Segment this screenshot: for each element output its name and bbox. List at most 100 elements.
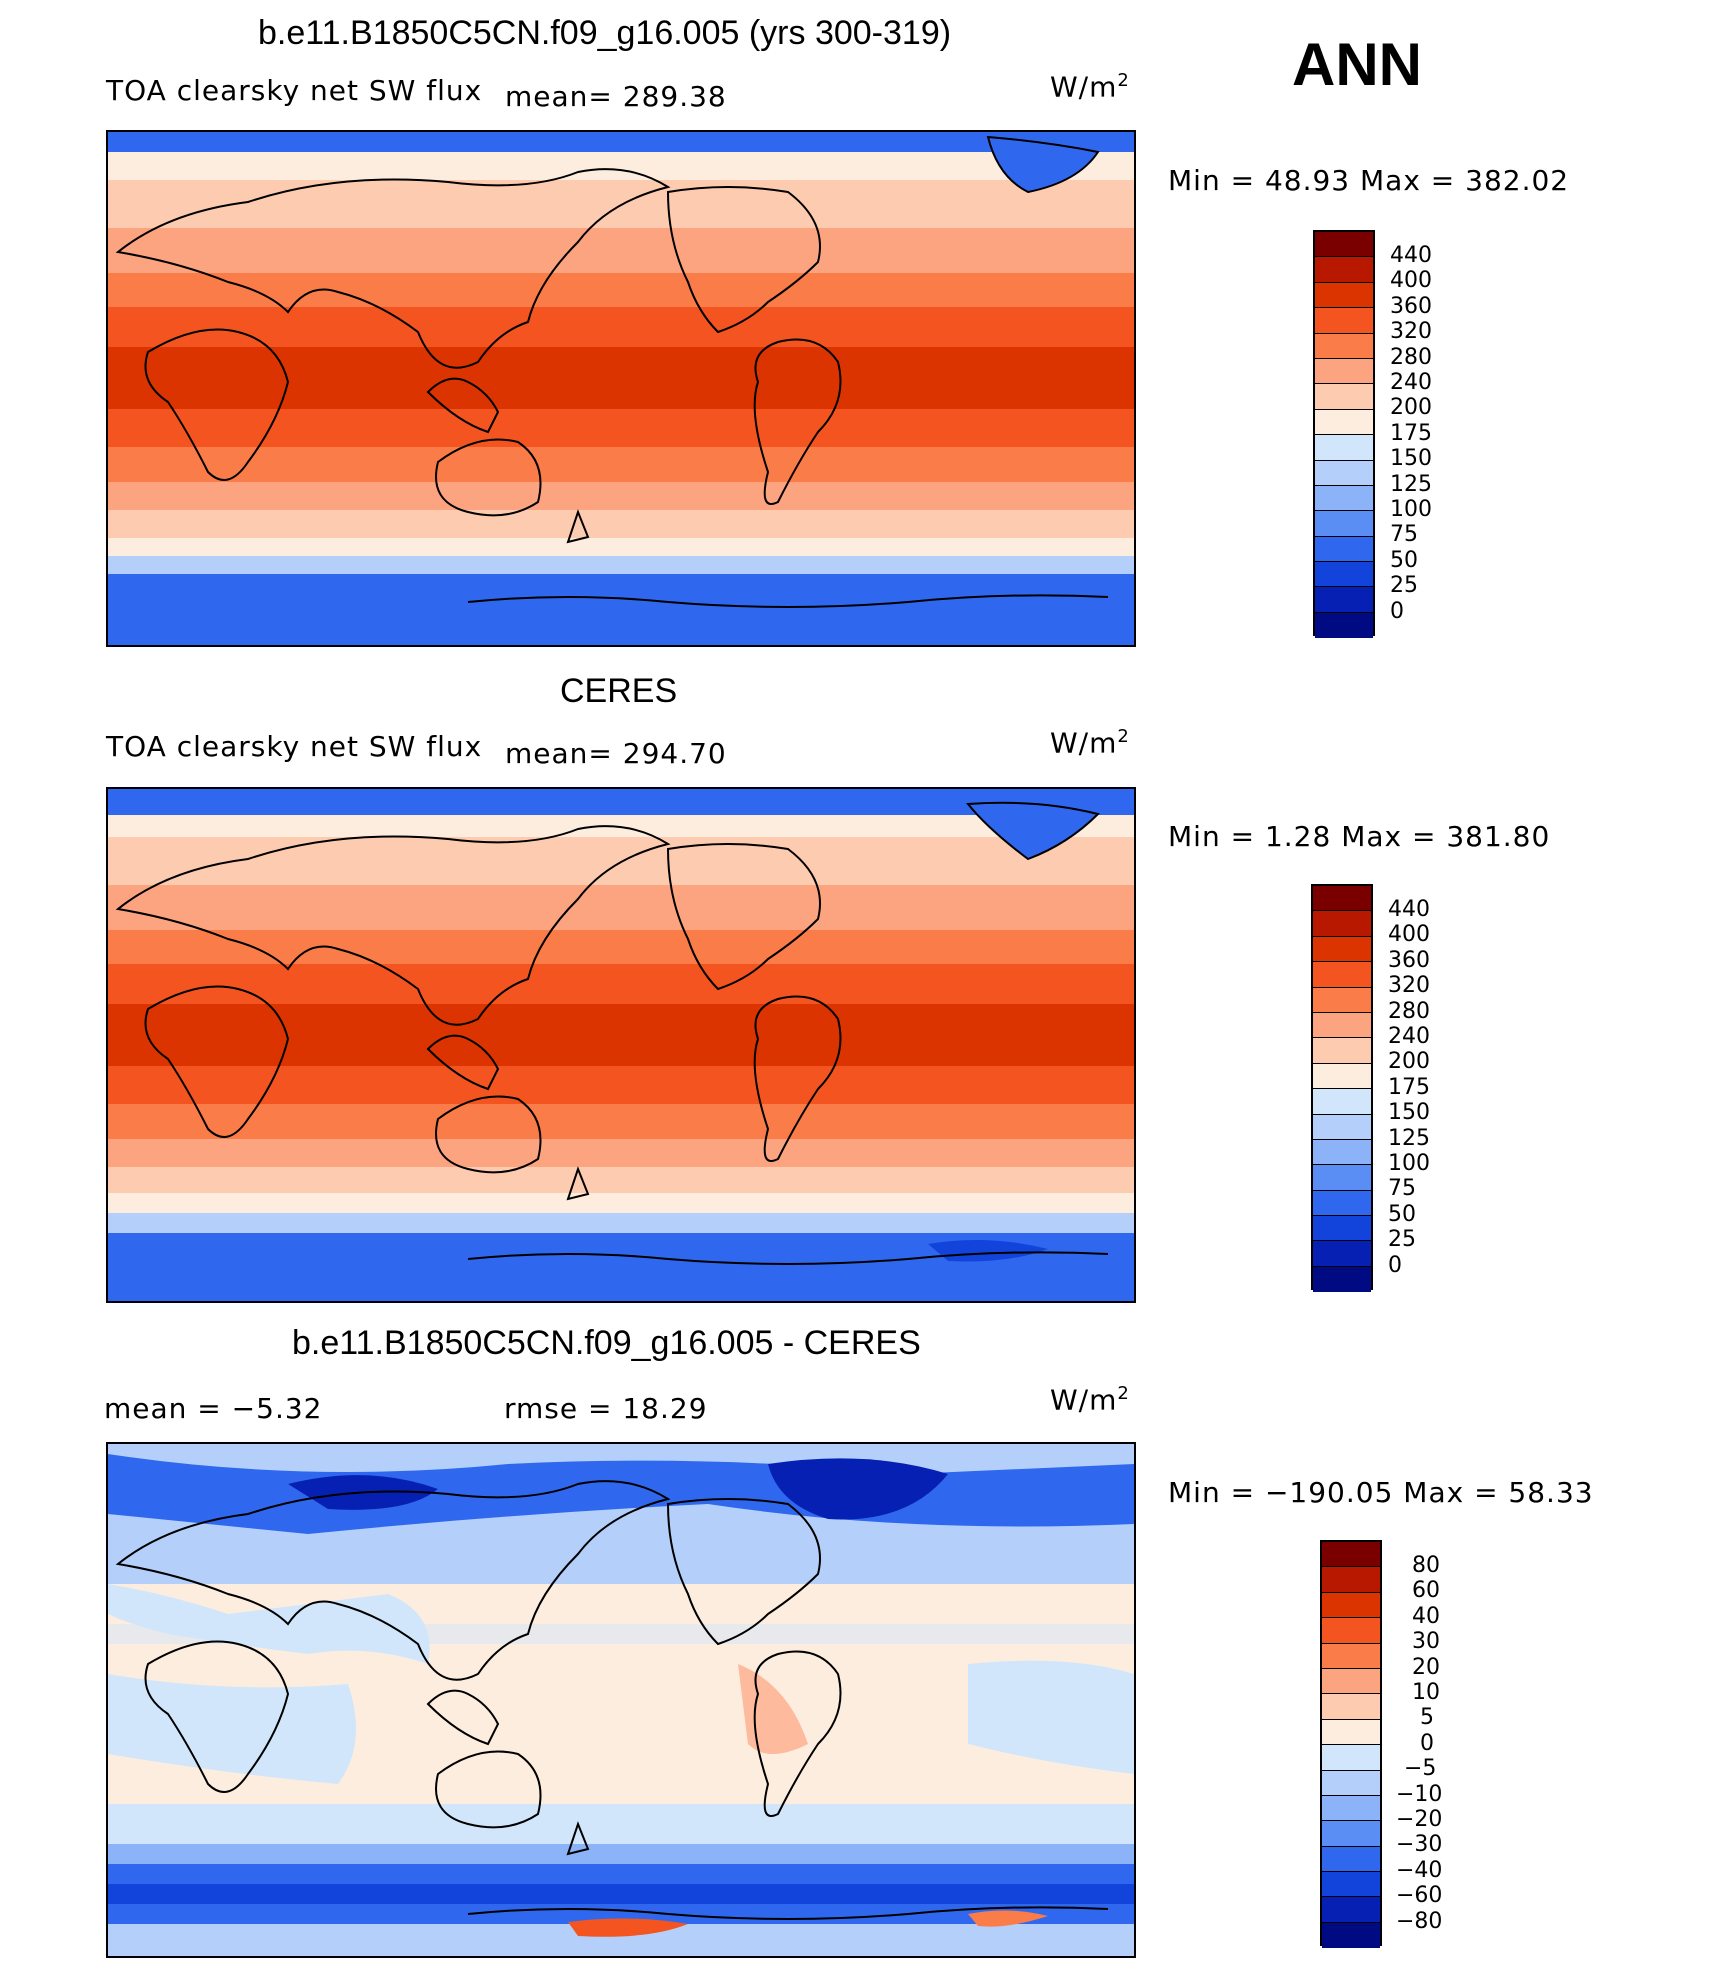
colorbar-segment — [1315, 562, 1373, 588]
colorbar-tick-label: −40 — [1396, 1857, 1443, 1883]
colorbar-segment — [1315, 536, 1373, 563]
colorbar-segment — [1315, 612, 1373, 639]
colorbar-segment — [1322, 1694, 1380, 1720]
colorbar-segment — [1322, 1542, 1380, 1568]
model-unit-label: W/m2 — [1050, 70, 1130, 104]
colorbar-segment — [1315, 511, 1373, 537]
colorbar-segment — [1322, 1770, 1380, 1796]
colorbar-segment — [1315, 308, 1373, 334]
colorbar-segment — [1313, 1012, 1371, 1039]
obs-variable-label: TOA clearsky net SW flux — [106, 730, 483, 763]
colorbar-segment — [1315, 409, 1373, 436]
colorbar-segment — [1313, 1089, 1371, 1115]
colorbar-tick-label: 440 — [1388, 897, 1430, 922]
colorbar-tick-label: 150 — [1390, 446, 1432, 472]
colorbar-tick-label: −5 — [1404, 1756, 1437, 1782]
colorbar-tick-label: 60 — [1412, 1578, 1440, 1604]
colorbar-tick-label: −60 — [1396, 1883, 1443, 1909]
colorbar-segment — [1315, 257, 1373, 283]
colorbar-segment — [1322, 1821, 1380, 1847]
colorbar-segment — [1315, 232, 1373, 258]
obs-mean-label: mean= 294.70 — [505, 737, 727, 770]
obs-colorbar — [1311, 884, 1373, 1293]
colorbar-tick-label: 75 — [1390, 522, 1418, 548]
colorbar-segment — [1313, 1139, 1371, 1166]
diff-unit-label: W/m2 — [1050, 1383, 1130, 1417]
colorbar-tick-label: 0 — [1388, 1252, 1402, 1278]
colorbar-segment — [1322, 1643, 1380, 1669]
colorbar-segment — [1315, 333, 1373, 359]
colorbar-tick-label: 20 — [1412, 1654, 1440, 1680]
colorbar-segment — [1315, 358, 1373, 385]
colorbar-segment — [1313, 1165, 1371, 1191]
colorbar-tick-label: −20 — [1396, 1807, 1443, 1832]
obs-panel-title: CERES — [560, 672, 678, 710]
colorbar-segment — [1322, 1872, 1380, 1898]
colorbar-segment — [1313, 1241, 1371, 1267]
colorbar-tick-label: 50 — [1390, 547, 1418, 573]
colorbar-tick-label: 320 — [1388, 973, 1430, 999]
colorbar-segment — [1315, 384, 1373, 410]
colorbar-segment — [1313, 1216, 1371, 1242]
diff-minmax-label: Min = −190.05 Max = 58.33 — [1168, 1476, 1594, 1509]
model-colorbar — [1313, 230, 1375, 639]
colorbar-segment — [1322, 1719, 1380, 1746]
colorbar-segment — [1313, 911, 1371, 937]
colorbar-segment — [1313, 962, 1371, 988]
colorbar-tick-label: 125 — [1390, 471, 1432, 497]
colorbar-tick-label: 0 — [1420, 1730, 1434, 1756]
model-panel-title: b.e11.B1850C5CN.f09_g16.005 (yrs 300-319… — [258, 14, 952, 52]
diff-map-field — [108, 1444, 1134, 1956]
colorbar-segment — [1322, 1567, 1380, 1593]
colorbar-tick-label: 320 — [1390, 319, 1432, 345]
colorbar-segment — [1313, 1190, 1371, 1217]
colorbar-tick-label: 240 — [1390, 370, 1432, 395]
colorbar-tick-label: 200 — [1388, 1049, 1430, 1075]
colorbar-tick-label: 50 — [1388, 1201, 1416, 1227]
colorbar-tick-label: 40 — [1412, 1603, 1440, 1629]
season-label: ANN — [1292, 31, 1422, 98]
colorbar-segment — [1313, 1063, 1371, 1090]
colorbar-segment — [1322, 1592, 1380, 1619]
colorbar-tick-label: 30 — [1412, 1629, 1440, 1655]
colorbar-tick-label: 360 — [1390, 293, 1432, 319]
colorbar-tick-label: 100 — [1390, 497, 1432, 522]
colorbar-tick-label: 175 — [1388, 1074, 1430, 1100]
colorbar-segment — [1313, 1114, 1371, 1140]
colorbar-tick-label: 240 — [1388, 1024, 1430, 1049]
colorbar-segment — [1322, 1846, 1380, 1873]
model-minmax-label: Min = 48.93 Max = 382.02 — [1168, 164, 1570, 197]
obs-minmax-label: Min = 1.28 Max = 381.80 — [1168, 820, 1551, 853]
colorbar-tick-label: 100 — [1388, 1151, 1430, 1176]
colorbar-tick-label: −30 — [1396, 1832, 1443, 1858]
colorbar-tick-label: 280 — [1388, 998, 1430, 1024]
colorbar-segment — [1315, 282, 1373, 309]
colorbar-tick-label: 400 — [1390, 268, 1432, 294]
colorbar-segment — [1313, 886, 1371, 912]
colorbar-segment — [1322, 1745, 1380, 1771]
colorbar-segment — [1313, 1266, 1371, 1293]
colorbar-tick-label: 75 — [1388, 1176, 1416, 1202]
colorbar-tick-label: 25 — [1388, 1227, 1416, 1253]
colorbar-segment — [1315, 587, 1373, 613]
model-mean-label: mean= 289.38 — [505, 80, 727, 113]
diff-map — [106, 1442, 1136, 1958]
model-map-field — [108, 132, 1134, 645]
diff-panel-title: b.e11.B1850C5CN.f09_g16.005 - CERES — [292, 1324, 921, 1362]
colorbar-segment — [1322, 1795, 1380, 1822]
colorbar-segment — [1313, 936, 1371, 963]
colorbar-tick-label: 440 — [1390, 243, 1432, 268]
obs-map — [106, 787, 1136, 1303]
colorbar-segment — [1322, 1668, 1380, 1695]
obs-unit-label: W/m2 — [1050, 726, 1130, 760]
colorbar-tick-label: 400 — [1388, 922, 1430, 948]
colorbar-segment — [1313, 1038, 1371, 1064]
colorbar-tick-label: 0 — [1390, 598, 1404, 624]
colorbar-tick-label: 280 — [1390, 344, 1432, 370]
colorbar-tick-label: 5 — [1420, 1705, 1434, 1731]
colorbar-segment — [1313, 987, 1371, 1013]
model-map — [106, 130, 1136, 647]
colorbar-tick-label: −80 — [1396, 1908, 1443, 1934]
model-variable-label: TOA clearsky net SW flux — [106, 74, 483, 107]
colorbar-segment — [1315, 460, 1373, 486]
